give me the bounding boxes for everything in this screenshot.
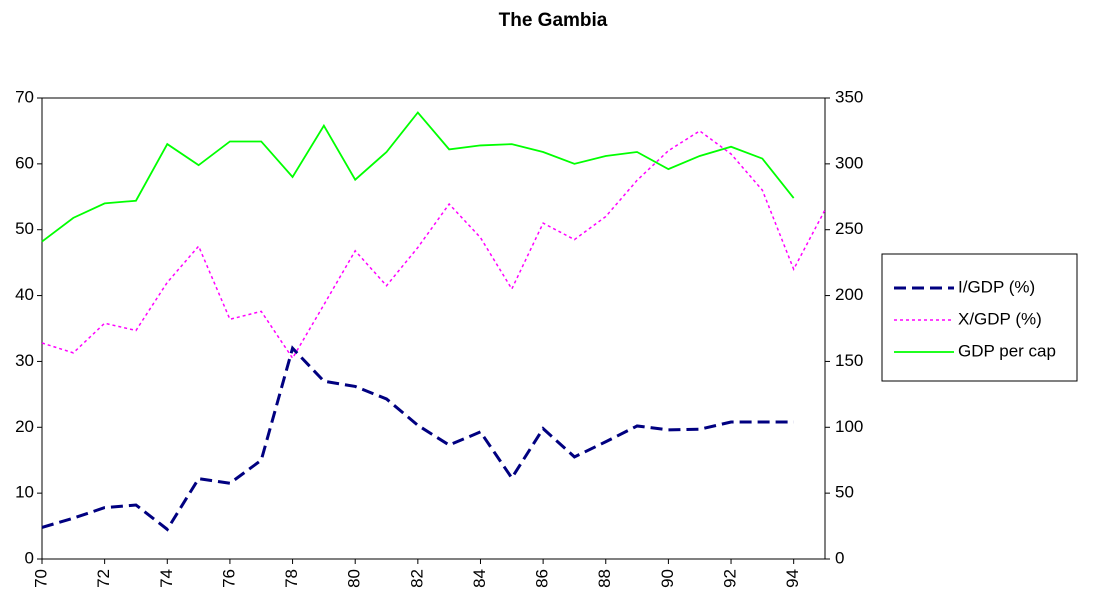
- y2-tick-label: 250: [835, 219, 863, 238]
- y2-tick-label: 300: [835, 153, 863, 172]
- legend: [881, 253, 1078, 382]
- x-tick-label: 76: [219, 569, 238, 588]
- y2-tick-label: 350: [835, 87, 863, 106]
- legend-label: GDP per cap: [958, 341, 1056, 360]
- plot-area: [41, 97, 826, 560]
- y-tick-label: 40: [15, 285, 34, 304]
- x-tick-label: 88: [595, 569, 614, 588]
- series-line: [41, 111, 795, 243]
- y-tick-label: 20: [15, 417, 34, 436]
- x-tick-label: 74: [157, 569, 176, 588]
- x-tick-label: 82: [407, 569, 426, 588]
- legend-label: X/GDP (%): [958, 309, 1042, 328]
- y2-tick-label: 150: [835, 351, 863, 370]
- y2-tick-label: 0: [835, 548, 844, 567]
- y2-tick-label: 200: [835, 285, 863, 304]
- x-tick-label: 80: [345, 569, 364, 588]
- y2-tick-label: 50: [835, 483, 854, 502]
- y-tick-label: 10: [15, 483, 34, 502]
- x-tick-label: 84: [470, 569, 489, 588]
- y-tick-label: 50: [15, 219, 34, 238]
- x-tick-label: 72: [94, 569, 113, 588]
- legend-label: I/GDP (%): [958, 277, 1035, 296]
- y-tick-label: 60: [15, 153, 34, 172]
- y-tick-label: 70: [15, 87, 34, 106]
- y-tick-label: 30: [15, 351, 34, 370]
- y-tick-label: 0: [25, 548, 34, 567]
- x-tick-label: 70: [31, 569, 50, 588]
- series-line: [41, 345, 794, 532]
- x-tick-label: 94: [783, 569, 802, 588]
- x-tick-label: 90: [658, 569, 677, 588]
- x-tick-label: 92: [721, 569, 740, 588]
- chart-title: The Gambia: [499, 10, 608, 31]
- x-tick-label: 86: [533, 569, 552, 588]
- y2-tick-label: 100: [835, 417, 863, 436]
- series-line: [41, 130, 826, 360]
- x-tick-label: 78: [282, 569, 301, 588]
